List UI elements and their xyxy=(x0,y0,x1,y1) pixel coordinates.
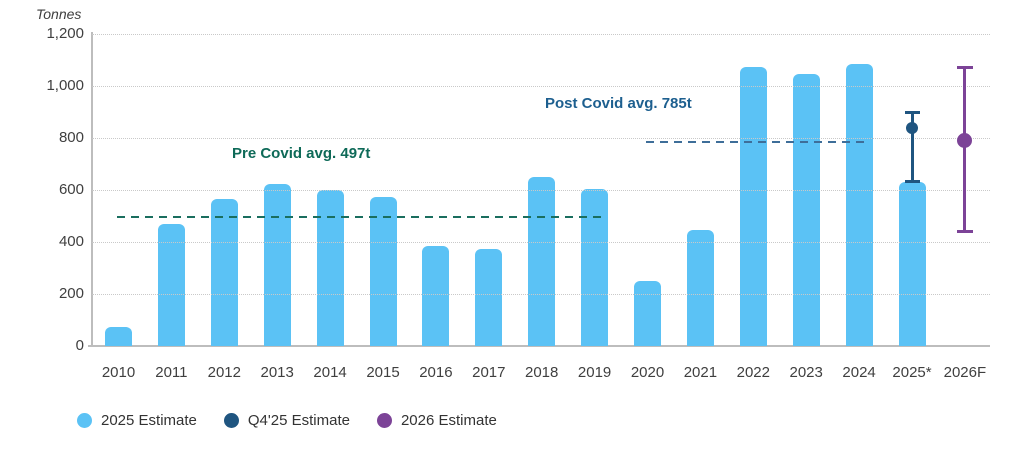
x-tick-label-2011: 2011 xyxy=(155,364,188,381)
legend-item-q425-estimate: Q4'25 Estimate xyxy=(223,412,350,429)
bar-2021 xyxy=(686,230,714,346)
x-tick-label-2020: 2020 xyxy=(630,364,665,381)
x-tick-label-2016: 2016 xyxy=(419,364,453,381)
bar-2024 xyxy=(845,63,873,346)
x-tick-label-2013: 2013 xyxy=(260,364,294,381)
annotation-post-covid-avg: Post Covid avg. 785t xyxy=(545,95,692,112)
bar-2023 xyxy=(792,74,820,346)
x-tick-label-2012: 2012 xyxy=(207,364,241,381)
bar-2022 xyxy=(739,66,767,346)
bar-2025* xyxy=(898,182,926,346)
legend-item-2026-estimate: 2026 Estimate xyxy=(376,412,497,429)
bar-2011 xyxy=(157,223,185,346)
gridline-800 xyxy=(92,138,990,139)
legend-dot-q425-estimate xyxy=(223,413,239,428)
gridline-1,200 xyxy=(92,34,990,35)
bar-2010 xyxy=(105,326,132,346)
refline-post-covid-avg xyxy=(645,140,866,143)
bar-2013 xyxy=(263,183,291,346)
y-tick-label-400: 400 xyxy=(58,233,84,250)
x-tick-label-2019: 2019 xyxy=(577,364,612,381)
x-tick-label-2010: 2010 xyxy=(101,364,136,381)
legend-label-2025-estimate: 2025 Estimate xyxy=(101,412,197,429)
error-bar-2026-line xyxy=(963,66,967,232)
legend-dot-2025-estimate xyxy=(77,413,92,428)
legend: 2025 Estimate Q4'25 Estimate 2026 Estima… xyxy=(77,412,497,429)
error-bar-q425-line xyxy=(910,112,914,183)
gridline-200 xyxy=(92,294,990,295)
bar-2018 xyxy=(528,177,556,346)
x-tick-label-2018: 2018 xyxy=(525,364,559,381)
bar-2015 xyxy=(369,196,397,346)
refline-pre-covid-avg xyxy=(116,215,601,218)
bar-2019 xyxy=(581,188,609,346)
bar-2017 xyxy=(475,248,503,346)
y-tick-label-200: 200 xyxy=(58,285,84,302)
y-axis-unit-label: Tonnes xyxy=(36,6,82,22)
error-bar-q425-dot xyxy=(906,121,918,134)
y-tick-label-1,200: 1,200 xyxy=(46,25,84,42)
bar-2016 xyxy=(422,245,450,346)
x-tick-label-2022: 2022 xyxy=(736,364,770,381)
bar-2014 xyxy=(316,190,344,346)
y-axis-line xyxy=(91,32,93,346)
legend-label-q425-estimate: Q4'25 Estimate xyxy=(247,412,350,429)
bar-2012 xyxy=(210,199,238,346)
x-tick-label-2023: 2023 xyxy=(789,364,823,381)
gridline-400 xyxy=(92,242,990,243)
x-axis-baseline xyxy=(88,345,990,347)
x-tick-label-2017: 2017 xyxy=(472,364,506,381)
error-bar-q425-cap-bottom xyxy=(904,180,920,184)
error-bar-2026-cap-top xyxy=(956,65,973,69)
y-tick-label-800: 800 xyxy=(58,129,84,146)
legend-item-2025-estimate: 2025 Estimate xyxy=(77,412,197,429)
x-tick-label-2024: 2024 xyxy=(842,364,876,381)
error-bar-2026-dot xyxy=(957,133,973,149)
legend-label-2026-estimate: 2026 Estimate xyxy=(400,412,497,429)
x-tick-label-2025*: 2025* xyxy=(892,364,932,381)
x-tick-label-2026F: 2026F xyxy=(943,364,987,381)
gridline-600 xyxy=(92,190,990,191)
x-tick-label-2021: 2021 xyxy=(683,364,718,381)
error-bar-q425-cap-top xyxy=(904,111,920,114)
gridline-1,000 xyxy=(92,86,990,87)
error-bar-2026-cap-bottom xyxy=(956,229,973,233)
legend-dot-2026-estimate xyxy=(376,413,392,428)
y-tick-label-1,000: 1,000 xyxy=(46,77,84,94)
bar-2020 xyxy=(634,281,661,346)
x-tick-label-2015: 2015 xyxy=(366,364,400,381)
y-tick-label-0: 0 xyxy=(75,337,84,354)
annotation-pre-covid-avg: Pre Covid avg. 497t xyxy=(232,145,371,162)
y-tick-label-600: 600 xyxy=(58,181,84,198)
x-tick-label-2014: 2014 xyxy=(313,364,347,381)
